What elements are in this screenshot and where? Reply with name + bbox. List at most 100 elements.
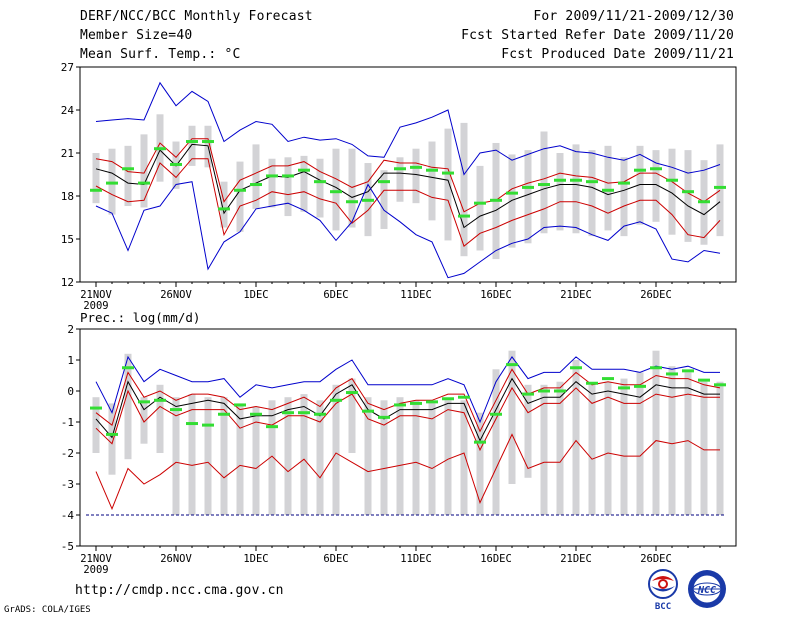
observed-mark [554,389,566,393]
spread-box [364,397,372,515]
observed-mark [266,174,278,178]
x-tick-label: 1DEC [243,289,268,301]
observed-mark [458,214,470,218]
observed-mark [602,188,614,192]
y-tick-label: -2 [61,447,74,460]
observed-mark [682,190,694,194]
observed-mark [490,412,502,416]
series-line-min [95,181,721,279]
observed-mark [378,415,390,419]
spread-box [588,384,596,515]
observed-mark [634,168,646,172]
spread-box [156,384,164,453]
observed-mark [506,191,518,195]
spread-box [332,384,340,515]
observed-mark [570,366,582,370]
spread-box [252,144,260,209]
observed-mark [122,167,134,171]
observed-mark [186,140,198,144]
x-tick-label: 16DEC [480,553,512,565]
observed-mark [698,200,710,204]
spread-box [332,148,340,231]
spread-box [412,400,420,515]
observed-mark [298,168,310,172]
observed-mark [682,369,694,373]
x-tick-label: 26NOV [160,289,192,301]
y-tick-label: 15 [61,233,74,246]
spread-box [716,381,724,515]
spread-box [524,384,532,478]
observed-mark [106,432,118,436]
y-tick-label: -5 [61,540,74,553]
observed-mark [138,181,150,185]
spread-box [572,144,580,234]
footer-url[interactable]: http://cmdp.ncc.cma.gov.cn [75,583,284,598]
precipitation-chart: -5 -4 -3 -2 -1 0 1 2 21NOV 26NOV 1DEC 6DEC 11DEC 16DE… [61,323,737,576]
spread-box [668,148,676,235]
observed-mark [538,183,550,187]
observed-mark [234,403,246,407]
y-tick-label: 18 [61,190,74,203]
spread-box [476,165,484,251]
y-tick-label: -1 [61,416,74,429]
observed-mark [362,198,374,202]
observed-mark [602,377,614,381]
observed-mark [186,422,198,426]
observed-mark [314,412,326,416]
temperature-chart: 12 15 18 21 24 27 21NOV 26NOV 1DEC 6DEC 11DEC 16DEC… [61,61,737,312]
spread-box [652,150,660,222]
x-tick-label: 21DEC [560,289,592,301]
observed-mark [346,391,358,395]
y-tick-label: 0 [67,385,74,398]
observed-mark [474,440,486,444]
spread-box [540,131,548,234]
spread-box [140,397,148,444]
ncc-logo: NCC [688,570,726,608]
observed-mark [138,400,150,404]
x-tick-label: 11DEC [400,289,432,301]
observed-mark [474,201,486,205]
observed-mark [666,178,678,182]
plot-frame [79,66,737,283]
observed-mark [218,412,230,416]
bcc-logo-text: BCC [655,602,671,611]
observed-mark [618,386,630,390]
spread-box [300,155,308,212]
observed-mark [698,378,710,382]
spread-box [508,350,516,484]
observed-mark [330,190,342,194]
grads-credit: GrADS: COLA/IGES [4,605,91,615]
observed-mark [154,147,166,151]
spread-box [140,134,148,208]
ncc-logo-text: NCC [697,585,716,596]
observed-mark [266,425,278,429]
spread-box [508,154,516,248]
spread-box [476,412,484,515]
x-tick-label: 26NOV [160,553,192,565]
observed-mark [554,178,566,182]
observed-mark [154,398,166,402]
spread-box [316,400,324,515]
spread-box [492,369,500,515]
observed-mark [442,397,454,401]
y-tick-label: 21 [61,147,74,160]
spread-box [428,141,436,221]
y-tick-label: 1 [67,354,74,367]
spread-box [572,360,580,515]
spread-box [92,397,100,453]
spread-box [348,148,356,228]
observed-mark [570,178,582,182]
observed-mark [394,167,406,171]
spread-box [268,158,276,208]
y-tick-label: 2 [67,323,74,336]
y-tick-label: -4 [61,509,75,522]
spread-box [604,381,612,515]
observed-mark [458,395,470,399]
spread-box [236,403,244,515]
observed-mark [106,181,118,185]
observed-mark [282,411,294,415]
observed-mark [538,389,550,393]
observed-mark [282,174,294,178]
y-tick-label: 24 [61,104,75,117]
